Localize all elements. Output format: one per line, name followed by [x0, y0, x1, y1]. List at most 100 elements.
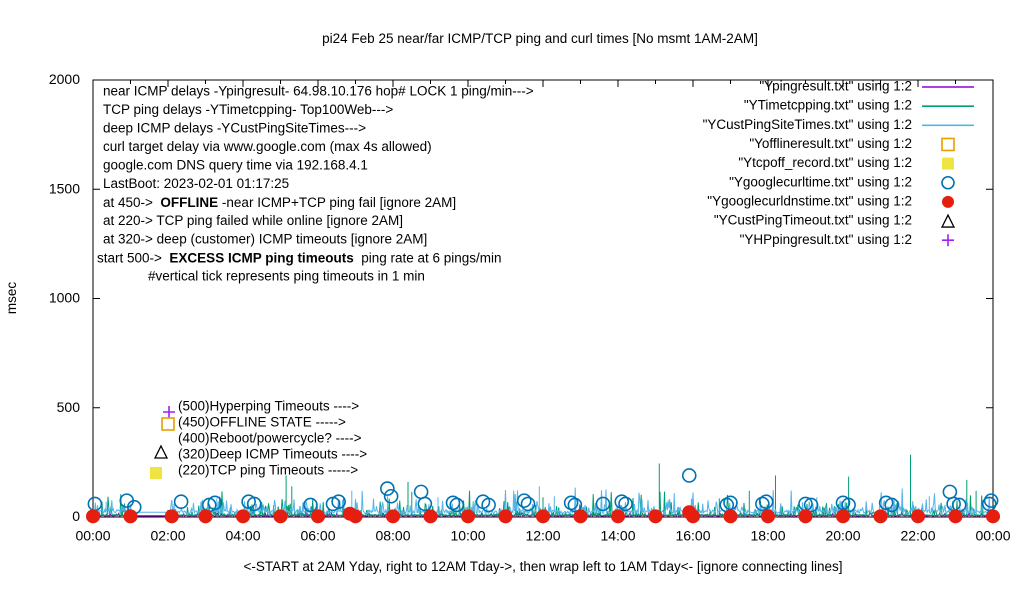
point-open-circle — [173, 494, 189, 510]
legend-row: "Ypingresult.txt" using 1:2 — [759, 79, 974, 94]
info-line: at 450-> OFFLINE -near ICMP+TCP ping fai… — [103, 195, 456, 210]
point-open-circle — [207, 495, 223, 511]
legend-row: "Ygooglecurltime.txt" using 1:2 — [729, 174, 955, 190]
info-line: #vertical tick represents ping timeouts … — [148, 269, 425, 284]
point-open-circle — [681, 468, 697, 483]
point-filled-circle — [798, 509, 813, 524]
info-line: TCP ping delays -YTimetcpping- Top100Web… — [103, 102, 393, 117]
info-line-segment: OFFLINE — [160, 195, 218, 210]
point-open-circle — [380, 481, 395, 496]
point-filled-circle — [461, 509, 475, 524]
x-axis-tick-labels: 00:00 02:00 04:00 06:00 08:00 10:00 12:00 14:00… — [75, 528, 1010, 544]
point-filled-circle — [536, 509, 550, 524]
legend-label: "YCustPingSiteTimes.txt" using 1:2 — [703, 117, 912, 132]
point-filled-circle — [986, 509, 1000, 524]
point-open-circle — [618, 496, 633, 512]
point-open-circle — [246, 496, 262, 512]
x-tick-label: 00:00 — [75, 528, 110, 544]
legend: "Ypingresult.txt" using 1:2 "YTimetcpping… — [703, 79, 974, 247]
plus-marker — [163, 406, 175, 418]
plot-series-layer — [92, 454, 994, 518]
point-filled-circle — [948, 509, 963, 524]
point-filled-circle — [86, 509, 100, 524]
x-tick-label: 02:00 — [150, 528, 185, 544]
legend-label: "Ytcpoff_record.txt" using 1:2 — [738, 155, 912, 170]
legend-symbol-filled-square — [942, 157, 954, 170]
info-line-segment: at 450-> — [103, 195, 160, 210]
legend-label: "YHPpingresult.txt" using 1:2 — [740, 232, 912, 247]
y-axis-label: msec — [4, 282, 19, 315]
threshold-label: (500)Hyperping Timeouts ----> — [178, 399, 359, 414]
y-tick-label: 2000 — [49, 71, 80, 87]
x-axis-label: <-START at 2AM Yday, right to 12AM Tday-… — [244, 559, 843, 574]
point-filled-circle — [836, 509, 850, 524]
point-filled-circle — [386, 509, 400, 524]
y-tick-label: 1000 — [49, 290, 80, 306]
legend-row: "YCustPingTimeout.txt" using 1:2 — [714, 213, 956, 228]
point-open-circle — [723, 495, 738, 511]
point-filled-circle — [311, 509, 325, 524]
threshold-annotations: (500)Hyperping Timeouts ---->(450)OFFLIN… — [150, 399, 367, 479]
info-line-segment: EXCESS ICMP ping timeouts — [169, 250, 353, 265]
point-filled-circle — [164, 509, 179, 524]
info-line: near ICMP delays -Ypingresult- 64.98.10.… — [103, 84, 534, 99]
x-tick-label: 14:00 — [600, 528, 635, 544]
x-tick-label: 12:00 — [525, 528, 560, 544]
point-open-circle — [567, 497, 583, 513]
threshold-label: (400)Reboot/powercycle? ----> — [178, 431, 362, 446]
point-open-circle — [331, 494, 346, 510]
point-filled-circle — [348, 509, 363, 524]
legend-row: "YCustPingSiteTimes.txt" using 1:2 — [703, 117, 974, 132]
legend-symbol-open-circle — [941, 175, 955, 190]
threshold-label: (450)OFFLINE STATE -----> — [178, 415, 346, 430]
point-filled-circle — [611, 509, 625, 524]
point-filled-circle — [686, 509, 700, 524]
point-open-circle — [303, 497, 318, 513]
point-open-circle — [516, 493, 532, 508]
point-open-circle — [595, 496, 611, 512]
point-open-circle — [383, 488, 399, 504]
point-open-circle — [803, 497, 819, 513]
point-filled-circle — [498, 509, 513, 524]
legend-row: "Yofflineresult.txt" using 1:2 — [749, 136, 955, 152]
point-filled-circle — [123, 509, 138, 524]
point-filled-circle — [423, 509, 438, 524]
x-tick-label: 08:00 — [375, 528, 410, 544]
legend-label: "Ypingresult.txt" using 1:2 — [759, 79, 912, 94]
open-square-marker — [161, 417, 175, 431]
threshold-label: (320)Deep ICMP Timeouts ----> — [178, 447, 367, 462]
point-open-circle — [413, 484, 429, 500]
point-open-circle — [417, 496, 433, 512]
info-line: curl target delay via www.google.com (ma… — [103, 139, 432, 154]
point-filled-circle — [761, 509, 775, 524]
legend-label: "Yofflineresult.txt" using 1:2 — [749, 136, 912, 151]
x-tick-label: 10:00 — [450, 528, 485, 544]
point-filled-circle — [573, 509, 588, 524]
y-axis-tick-labels: 0 500 1000 1500 2000 — [49, 71, 80, 524]
legend-label: "YTimetcpping.txt" using 1:2 — [744, 98, 912, 113]
info-line-segment: start 500-> — [97, 250, 169, 265]
legend-row: "Ygooglecurldnstime.txt" using 1:2 — [707, 193, 954, 208]
x-tick-label: 06:00 — [300, 528, 335, 544]
point-open-circle — [520, 496, 536, 512]
point-filled-circle — [198, 509, 213, 524]
legend-label: "Ygooglecurltime.txt" using 1:2 — [729, 174, 912, 189]
x-tick-label: 18:00 — [750, 528, 785, 544]
point-open-circle — [884, 497, 900, 513]
point-filled-circle — [723, 509, 738, 524]
point-filled-circle — [873, 509, 888, 524]
info-text-block: near ICMP delays -Ypingresult- 64.98.10.… — [97, 84, 534, 284]
point-filled-circle — [236, 509, 250, 524]
chart-title: pi24 Feb 25 near/far ICMP/TCP ping and c… — [322, 31, 758, 46]
point-open-circle — [841, 497, 856, 513]
info-line: google.com DNS query time via 192.168.4.… — [103, 158, 368, 173]
info-line: at 220-> TCP ping failed while online [i… — [103, 213, 403, 228]
point-filled-circle — [648, 509, 663, 524]
legend-symbol-filled-circle — [942, 195, 954, 208]
point-open-circle — [449, 497, 465, 513]
legend-symbol-open-square — [941, 137, 955, 152]
legend-row: "YHPpingresult.txt" using 1:2 — [740, 232, 954, 247]
filled-square-marker — [150, 467, 162, 479]
x-tick-label: 00:00 — [975, 528, 1010, 544]
